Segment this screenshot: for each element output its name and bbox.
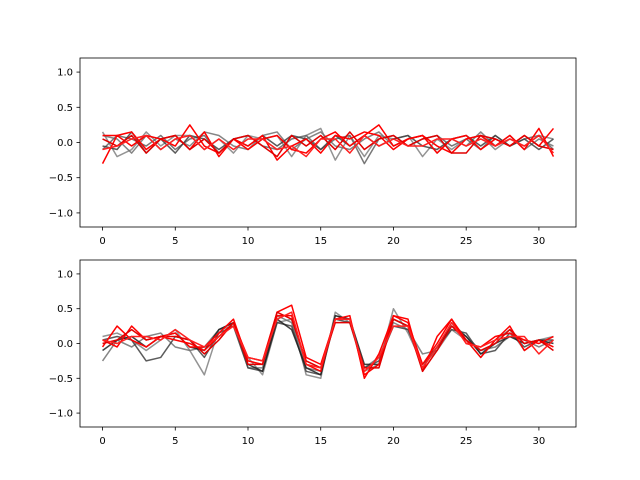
x-tick-label: 25 xyxy=(460,436,473,447)
series-line-8 xyxy=(102,134,555,158)
y-tick-label: 0.0 xyxy=(57,138,73,149)
x-tick-label: 15 xyxy=(314,236,327,247)
y-tick-label: −0.5 xyxy=(49,374,73,385)
x-tick-label: 20 xyxy=(387,236,400,247)
x-tick-label: 10 xyxy=(242,436,255,447)
x-tick-label: 30 xyxy=(533,236,546,247)
x-tick-label: 0 xyxy=(99,436,105,447)
x-tick-label: 5 xyxy=(172,236,178,247)
subplot-2: 0 5 10 15 20 25 30 −1.0 −0.5 0.0 0.5 1.0 xyxy=(49,259,577,447)
series-line-8 xyxy=(102,311,554,373)
x-tick-label: 15 xyxy=(314,436,327,447)
y-tick-label: 1.0 xyxy=(57,68,73,79)
y-tick-label: 0.5 xyxy=(57,304,73,315)
x-tick-label: 30 xyxy=(533,436,546,447)
x-tick-label: 0 xyxy=(99,236,105,247)
series-group xyxy=(101,124,555,165)
y-tick-label: 1.0 xyxy=(57,269,73,280)
subplot-1: 0 5 10 15 20 25 30 −1.0 −0.5 0.0 0.5 1.0 xyxy=(49,57,577,247)
x-tick-label: 10 xyxy=(242,236,255,247)
x-tick-label: 25 xyxy=(460,236,473,247)
y-tick-label: 0.0 xyxy=(57,339,73,350)
y-tick-label: 0.5 xyxy=(57,103,73,114)
x-tick-label: 5 xyxy=(172,436,178,447)
y-tick-label: −0.5 xyxy=(49,173,73,184)
series-line-6 xyxy=(102,124,555,157)
series-group xyxy=(101,304,554,380)
x-tick-label: 20 xyxy=(387,436,400,447)
y-tick-label: −1.0 xyxy=(49,409,73,420)
y-tick-label: −1.0 xyxy=(49,208,73,219)
